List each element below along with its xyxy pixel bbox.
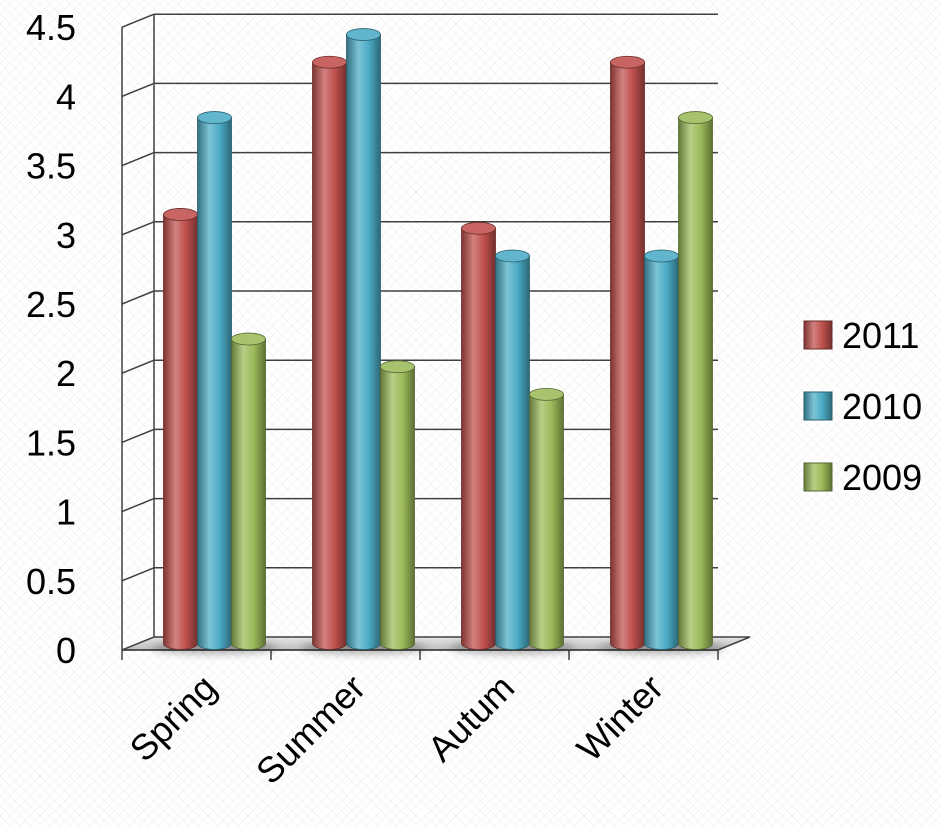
bar-body	[678, 117, 713, 650]
x-axis-category-labels: Spring Summer Autum Winter	[122, 667, 672, 792]
y-tick-label: 1.5	[26, 422, 76, 463]
bar-cap	[380, 360, 415, 374]
bar-2009-winter	[678, 111, 713, 650]
bar-2009-spring	[231, 332, 266, 650]
bar-cap	[644, 249, 679, 263]
legend-item-2011: 2011	[803, 315, 919, 356]
bar-body	[231, 338, 266, 650]
y-tick-label: 2	[56, 353, 76, 394]
bar-body	[644, 255, 679, 650]
bar-cap	[461, 221, 496, 235]
legend-swatch	[803, 462, 833, 492]
bar-2010-spring	[197, 111, 232, 650]
x-category-label: Spring	[122, 667, 225, 770]
bar-cap	[197, 111, 232, 124]
x-category-label: Summer	[248, 667, 373, 792]
bar-cap	[495, 249, 530, 263]
bar-body	[610, 61, 645, 650]
bar-cap	[610, 55, 645, 69]
gridline-slant	[121, 567, 155, 582]
gridline-slant	[121, 82, 155, 98]
bar-cap	[678, 111, 713, 124]
bar-body	[461, 227, 496, 650]
gridline-slant	[121, 151, 155, 167]
gridline-slant	[121, 359, 155, 374]
bar-2011-spring	[163, 208, 198, 650]
legend-label: 2011	[842, 315, 919, 356]
bar-2010-summer	[346, 28, 381, 650]
bar-2011-autum	[461, 221, 496, 650]
bar-2009-autum	[529, 387, 564, 650]
y-tick-label: 3.5	[26, 146, 76, 187]
y-tick-label: 4	[56, 76, 76, 117]
bar-2010-autum	[495, 249, 530, 650]
bar-2011-summer	[312, 55, 347, 650]
y-tick-label: 1	[56, 492, 76, 533]
legend-item-2009: 2009	[803, 457, 922, 498]
gridline-slant	[121, 221, 155, 236]
bar-body	[380, 366, 415, 650]
bar-cap	[163, 208, 198, 221]
y-tick-label: 4.5	[26, 7, 76, 48]
bar-body	[197, 117, 232, 650]
bar-2010-winter	[644, 249, 679, 650]
bar-cap	[346, 28, 381, 41]
gridline-slant	[121, 497, 155, 513]
bar-body	[346, 34, 381, 650]
bar-cap	[231, 332, 266, 346]
bar-body	[495, 255, 530, 650]
y-tick-label: 0.5	[26, 561, 76, 602]
bar-2011-winter	[610, 55, 645, 650]
legend-item-2010: 2010	[803, 386, 922, 427]
bar-cap	[529, 387, 564, 401]
gridline-slant	[121, 428, 155, 444]
gridline-slant	[121, 13, 155, 28]
bar-body	[312, 61, 347, 650]
x-category-label: Autum	[420, 667, 523, 770]
y-tick-label: 3	[56, 215, 76, 256]
bar-2009-summer	[380, 360, 415, 650]
y-tick-label: 0	[56, 630, 76, 671]
bar-body	[529, 393, 564, 650]
bar-body	[163, 214, 198, 650]
legend: 2011 2010 2009	[803, 315, 922, 498]
y-tick-label: 2.5	[26, 284, 76, 325]
x-category-label: Winter	[569, 667, 672, 770]
legend-swatch	[803, 320, 833, 350]
gridline-slant	[121, 290, 155, 305]
legend-swatch	[803, 391, 833, 421]
legend-label: 2009	[842, 457, 922, 498]
y-axis-tick-labels: 0 0.5 1 1.5 2 2.5 3 3.5 4 4.5	[26, 7, 76, 671]
bars	[151, 28, 725, 655]
bar-cap	[312, 55, 347, 69]
legend-label: 2010	[842, 386, 922, 427]
